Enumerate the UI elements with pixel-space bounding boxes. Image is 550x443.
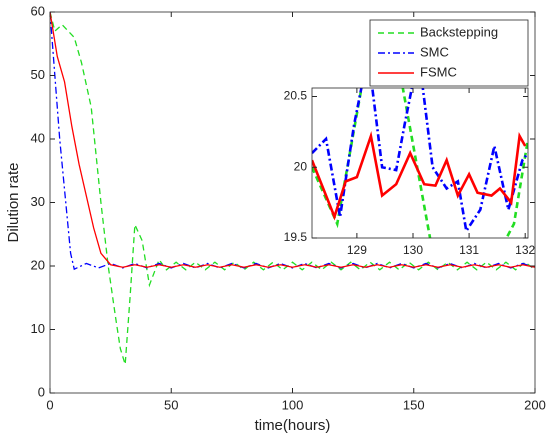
y-tick-label: 20.5 bbox=[284, 89, 308, 103]
x-tick-label: 131 bbox=[459, 243, 479, 257]
legend-label: SMC bbox=[420, 44, 449, 59]
y-tick-label: 30 bbox=[31, 194, 45, 209]
y-tick-label: 40 bbox=[31, 130, 45, 145]
axes-box bbox=[311, 87, 529, 239]
y-tick-label: 20 bbox=[31, 257, 45, 272]
y-tick-label: 20 bbox=[294, 159, 308, 173]
x-tick-label: 129 bbox=[347, 243, 367, 257]
x-tick-label: 132 bbox=[515, 243, 535, 257]
legend-label: Backstepping bbox=[420, 24, 498, 39]
x-tick-label: 130 bbox=[403, 243, 423, 257]
series-line bbox=[312, 88, 528, 235]
y-tick-label: 50 bbox=[31, 67, 45, 82]
x-tick-label: 150 bbox=[403, 397, 425, 412]
y-tick-label: 0 bbox=[38, 384, 45, 399]
series-line bbox=[312, 131, 527, 221]
series-line bbox=[50, 12, 535, 268]
x-axis-label: time(hours) bbox=[255, 417, 331, 434]
y-axis-label: Dilution rate bbox=[5, 162, 22, 242]
x-tick-label: 0 bbox=[46, 397, 53, 412]
plot-area bbox=[312, 88, 528, 238]
series-line bbox=[50, 12, 535, 365]
y-tick-label: 60 bbox=[31, 3, 45, 18]
y-tick-label: 10 bbox=[31, 321, 45, 336]
y-tick-label: 19.5 bbox=[284, 230, 308, 244]
x-tick-label: 50 bbox=[164, 397, 178, 412]
x-tick-label: 200 bbox=[524, 397, 546, 412]
x-tick-label: 100 bbox=[282, 397, 304, 412]
legend-label: FSMC bbox=[420, 64, 457, 79]
series-line bbox=[50, 12, 535, 271]
